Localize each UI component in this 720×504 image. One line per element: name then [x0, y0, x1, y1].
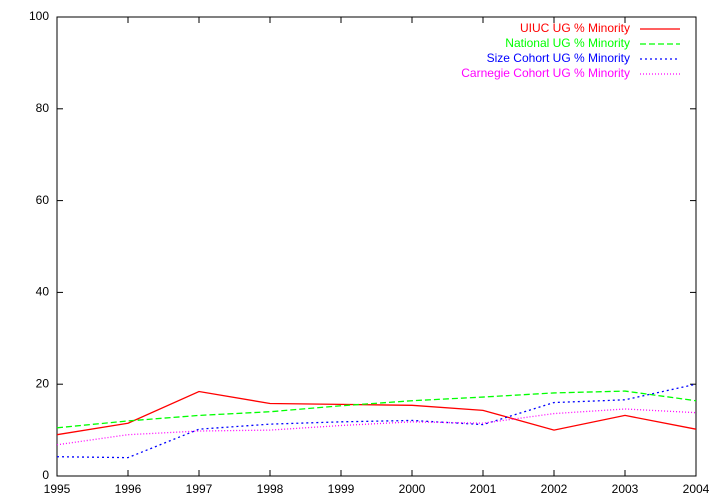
y-tick-label: 40	[36, 285, 50, 299]
x-tick-label: 2004	[683, 482, 710, 496]
legend-label: UIUC UG % Minority	[520, 21, 630, 35]
series-line	[56, 390, 697, 436]
y-tick-label: 100	[29, 9, 49, 23]
x-tick-label: 1996	[115, 482, 142, 496]
series-line	[56, 408, 697, 446]
y-tick-label: 0	[42, 468, 49, 482]
y-tick-label: 80	[36, 101, 50, 115]
series-line	[56, 383, 697, 459]
x-tick-label: 1999	[328, 482, 355, 496]
x-tick-label: 2003	[612, 482, 639, 496]
x-tick-label: 2001	[470, 482, 497, 496]
y-tick-label: 60	[36, 193, 50, 207]
y-tick-label: 20	[36, 376, 50, 390]
x-tick-label: 1995	[44, 482, 71, 496]
series-line	[56, 390, 697, 429]
x-tick-label: 1998	[257, 482, 284, 496]
x-tick-label: 2002	[541, 482, 568, 496]
plot-border	[56, 16, 697, 477]
legend-label: Carnegie Cohort UG % Minority	[461, 66, 630, 80]
x-tick-label: 1997	[186, 482, 213, 496]
legend-label: National UG % Minority	[505, 36, 630, 50]
legend-label: Size Cohort UG % Minority	[487, 51, 630, 65]
x-tick-label: 2000	[399, 482, 426, 496]
